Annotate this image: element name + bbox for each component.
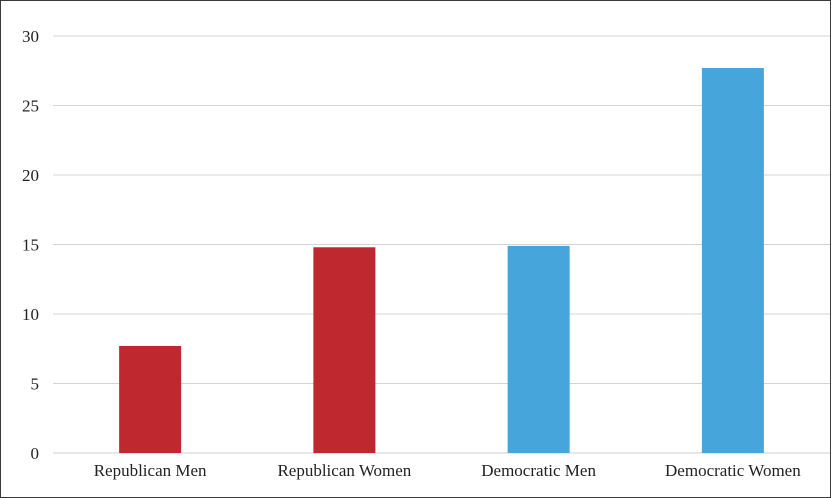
bar-democratic-women [701, 67, 764, 453]
y-tick-label: 25 [22, 97, 39, 116]
y-tick-label: 20 [22, 166, 39, 185]
category-labels: Republican Men Republican Women Democratic… [94, 461, 802, 480]
y-tick-label: 5 [31, 375, 40, 394]
category-label: Democratic Men [481, 461, 596, 480]
y-tick-label: 10 [22, 305, 39, 324]
category-label: Republican Men [94, 461, 207, 480]
bar-republican-men [119, 345, 182, 453]
y-tick-labels: 0 5 10 15 20 25 30 [22, 27, 39, 463]
gridlines [53, 35, 830, 454]
category-label: Republican Women [277, 461, 411, 480]
y-tick-label: 30 [22, 27, 39, 46]
category-label: Democratic Women [665, 461, 801, 480]
bar-democratic-men [507, 245, 570, 453]
y-tick-label: 0 [31, 444, 40, 463]
bar-republican-women [313, 247, 376, 453]
bars [119, 67, 764, 453]
y-tick-label: 15 [22, 236, 39, 255]
